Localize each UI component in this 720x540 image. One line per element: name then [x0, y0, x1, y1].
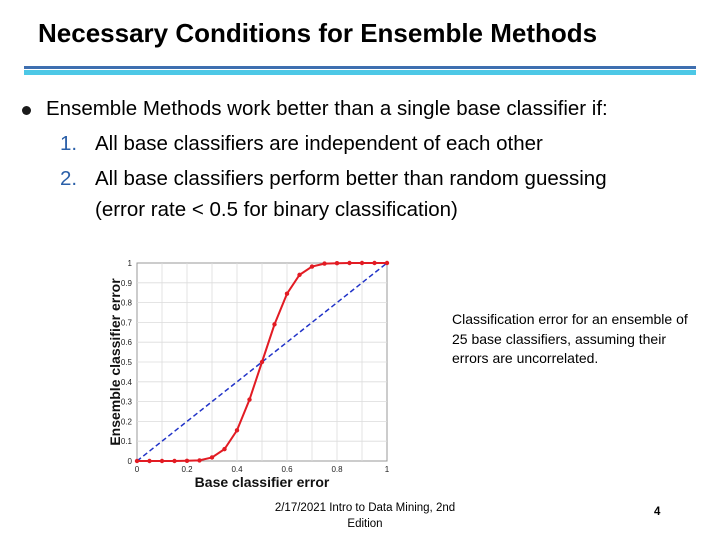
x-tick-label: 1: [385, 465, 390, 474]
y-tick-label: 0.1: [121, 437, 133, 446]
y-axis-label: Ensemble classifier error: [107, 278, 123, 446]
data-point: [347, 260, 352, 266]
title-rule-dark: [24, 66, 696, 69]
data-point: [309, 264, 315, 269]
title-rule-light: [24, 70, 696, 75]
x-tick-label: 0: [135, 465, 140, 474]
x-tick-label: 0.2: [181, 465, 193, 474]
list-item-continuation: (error rate < 0.5 for binary classificat…: [95, 198, 458, 221]
data-point: [159, 458, 165, 464]
y-tick-label: 0: [128, 457, 133, 466]
y-tick-label: 0.9: [121, 279, 133, 288]
data-point: [209, 455, 215, 460]
data-point: [334, 260, 340, 266]
data-point: [372, 260, 377, 266]
x-tick-label: 0.8: [331, 465, 343, 474]
y-tick-label: 0.6: [121, 338, 133, 347]
data-point: [247, 397, 252, 402]
data-point: [284, 291, 290, 296]
page-number: 4: [654, 506, 661, 518]
x-tick-label: 0.4: [231, 465, 243, 474]
data-point: [234, 428, 240, 433]
data-point: [359, 260, 365, 266]
list-item: 1. All base classifiers are independent o…: [60, 132, 543, 156]
chart-caption: Classification error for an ensemble of …: [452, 311, 688, 366]
y-tick-label: 0.8: [121, 299, 133, 308]
y-tick-label: 0.3: [121, 398, 133, 407]
y-tick-label: 0.5: [121, 358, 133, 367]
data-point: [197, 458, 202, 463]
data-point: [272, 322, 277, 327]
data-point: [134, 458, 140, 464]
list-item-text: All base classifiers are independent of …: [95, 132, 543, 155]
bullet-icon: [22, 106, 31, 115]
data-point: [184, 458, 190, 464]
slide-title: Necessary Conditions for Ensemble Method…: [38, 18, 598, 48]
y-tick-label: 0.2: [121, 417, 133, 426]
data-point: [322, 261, 327, 266]
y-tick-label: 0.7: [121, 318, 133, 327]
data-point: [259, 359, 265, 365]
y-tick-label: 0.4: [121, 378, 133, 387]
list-item-text: All base classifiers perform better than…: [95, 167, 607, 190]
footer-text: 2/17/2021 Intro to Data Mining, 2nd Edit…: [274, 502, 456, 530]
y-tick-label: 1: [128, 259, 133, 268]
x-tick-label: 0.6: [281, 465, 293, 474]
list-item-number: 2.: [60, 167, 78, 190]
data-point: [384, 260, 390, 266]
data-point: [222, 446, 227, 452]
data-point: [297, 272, 302, 278]
series-line-random-guess: [136, 262, 388, 462]
data-point: [172, 458, 177, 464]
x-axis-label: Base classifier error: [195, 474, 330, 490]
data-point: [147, 458, 152, 464]
list-item-number: 1.: [60, 132, 78, 155]
list-item: 2. All base classifiers perform better th…: [60, 167, 607, 191]
main-bullet-text: Ensemble Methods work better than a sing…: [46, 97, 608, 120]
